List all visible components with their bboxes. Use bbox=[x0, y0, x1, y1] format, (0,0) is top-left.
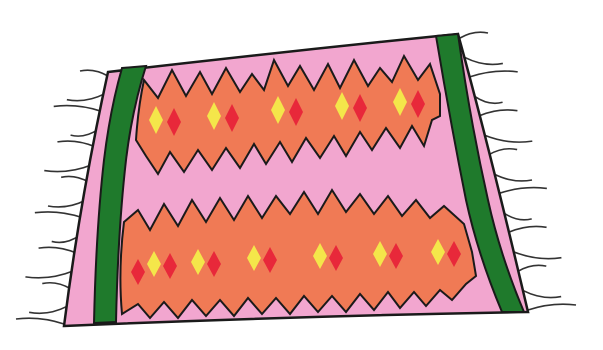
fringe-thread bbox=[25, 270, 74, 279]
diamond-motif bbox=[147, 251, 161, 277]
fringe-thread bbox=[498, 186, 547, 195]
right-fringe bbox=[459, 31, 577, 311]
fringe-thread bbox=[38, 246, 77, 254]
upper-diamond-row bbox=[149, 88, 425, 136]
diamond-motif bbox=[447, 241, 461, 267]
fringe-thread bbox=[488, 147, 518, 156]
diamond-motif bbox=[149, 106, 163, 134]
fringe-thread bbox=[42, 281, 71, 290]
fringe-thread bbox=[79, 69, 109, 77]
lower-zigzag-band bbox=[119, 188, 478, 320]
fringe-thread bbox=[15, 317, 65, 325]
lower-diamond-row bbox=[131, 239, 461, 285]
fringe-thread bbox=[493, 173, 533, 182]
fringe-thread bbox=[469, 70, 518, 78]
diamond-motif bbox=[271, 96, 285, 124]
fringe-thread bbox=[57, 140, 96, 148]
diamond-motif bbox=[329, 245, 343, 271]
fringe-thread bbox=[479, 109, 518, 117]
right-border-stripe bbox=[434, 32, 526, 313]
diamond-motif bbox=[191, 249, 205, 275]
fringe-thread bbox=[483, 134, 533, 143]
diamond-motif bbox=[411, 90, 425, 118]
fringe-thread bbox=[513, 250, 562, 260]
diamond-motif bbox=[225, 104, 239, 132]
diamond-motif bbox=[353, 94, 367, 122]
fringe-thread bbox=[517, 264, 547, 272]
fringe-thread bbox=[522, 289, 562, 299]
diamond-motif bbox=[247, 245, 261, 271]
diamond-motif bbox=[373, 241, 387, 267]
fringe-thread bbox=[47, 199, 87, 208]
diamond-motif bbox=[335, 92, 349, 120]
fringe-thread bbox=[474, 95, 503, 105]
diamond-motif bbox=[207, 251, 221, 277]
diamond-motif bbox=[393, 88, 407, 116]
diamond-motif bbox=[431, 239, 445, 265]
diamond-motif bbox=[131, 259, 145, 285]
diamond-motif bbox=[263, 247, 277, 273]
fringe-thread bbox=[459, 31, 489, 39]
diamond-motif bbox=[167, 108, 181, 136]
diamond-motif bbox=[289, 98, 303, 126]
upper-zigzag-band bbox=[134, 53, 441, 176]
fringe-thread bbox=[527, 303, 577, 311]
fringe-thread bbox=[44, 163, 93, 173]
fringe-thread bbox=[464, 56, 504, 66]
left-border-stripe bbox=[92, 64, 148, 325]
diamond-motif bbox=[207, 102, 221, 130]
diamond-motif bbox=[389, 243, 403, 269]
diamond-motif bbox=[313, 243, 327, 269]
fringe-thread bbox=[34, 211, 84, 219]
fringe-thread bbox=[503, 212, 532, 221]
fringe-thread bbox=[53, 104, 102, 113]
fringe-thread bbox=[66, 93, 106, 102]
fringe-thread bbox=[28, 305, 68, 315]
fringe-thread bbox=[508, 225, 547, 234]
diamond-motif bbox=[163, 253, 177, 279]
